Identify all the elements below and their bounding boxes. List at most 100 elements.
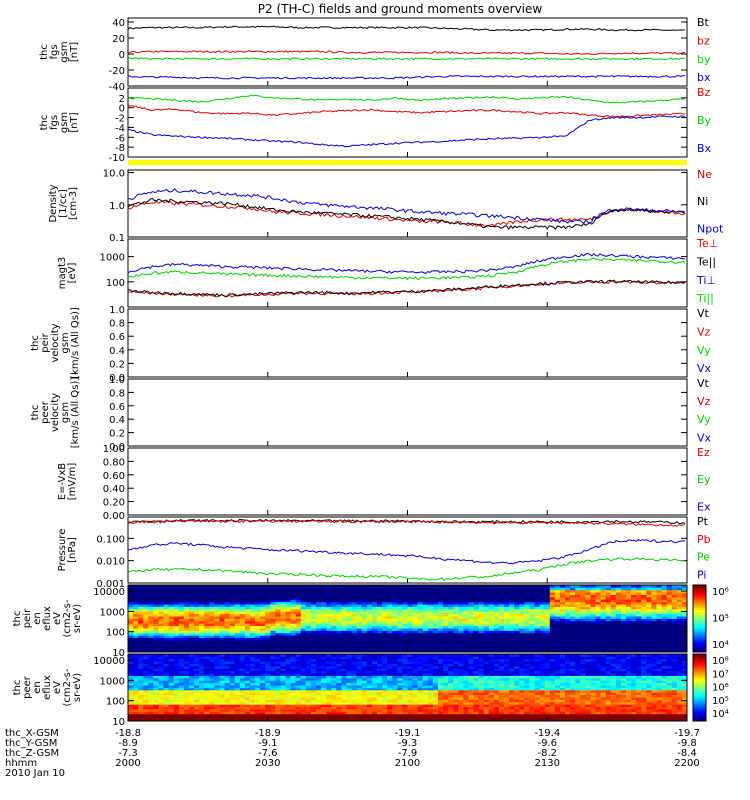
spectrogram-cell xyxy=(310,611,317,615)
spectrogram-cell xyxy=(153,613,159,617)
spectrogram-cell xyxy=(229,709,236,712)
spectrogram-cell xyxy=(260,642,266,646)
spectrogram-cell xyxy=(270,680,276,684)
spectrogram-cell xyxy=(138,692,144,696)
spectrogram-cell xyxy=(163,620,170,624)
y-axis-label: thcpeirenefluxeV(cm2-s-sr-eV) xyxy=(12,599,83,637)
spectrogram-cell xyxy=(305,635,312,639)
spectrogram-cell xyxy=(361,649,368,653)
spectrogram-cell xyxy=(255,661,261,664)
spectrogram-cell xyxy=(544,592,551,595)
spectrogram-cell xyxy=(316,654,322,657)
spectrogram-cell xyxy=(392,635,398,639)
spectrogram-cell xyxy=(305,685,312,688)
spectrogram-cell xyxy=(204,613,210,617)
spectrogram-cell xyxy=(341,699,347,703)
spectrogram-cell xyxy=(519,649,525,653)
spectrogram-cell xyxy=(321,658,327,662)
spectrogram-cell xyxy=(615,620,622,624)
spectrogram-cell xyxy=(356,616,363,619)
spectrogram-cell xyxy=(194,704,200,708)
spectrogram-cell xyxy=(387,608,393,612)
spectrogram-cell xyxy=(554,616,561,619)
spectrogram-cell xyxy=(539,608,546,612)
spectrogram-cell xyxy=(392,620,398,624)
spectrogram-cell xyxy=(143,632,149,636)
y-tick-label: 0.8 xyxy=(109,388,125,399)
spectrogram-cell xyxy=(290,709,297,712)
spectrogram-cell xyxy=(641,618,647,622)
spectrogram-cell xyxy=(554,613,561,617)
spectrogram-cell xyxy=(341,625,347,629)
y-axis-label-line: magt3 xyxy=(57,257,68,290)
spectrogram-cell xyxy=(397,594,403,598)
spectrogram-cell xyxy=(265,682,271,686)
spectrogram-cell xyxy=(249,687,256,691)
spectrogram-cell xyxy=(488,585,495,588)
spectrogram-cell xyxy=(366,661,373,664)
spectrogram-cell xyxy=(600,649,607,653)
spectrogram-cell xyxy=(371,642,378,646)
spectrogram-cell xyxy=(326,711,332,715)
spectrogram-cell xyxy=(351,694,358,698)
spectrogram-cell xyxy=(305,709,312,712)
spectrogram-cell xyxy=(488,637,495,641)
spectrogram-cell xyxy=(468,616,474,619)
spectrogram-cell xyxy=(539,618,546,622)
spectrogram-cell xyxy=(158,668,164,672)
spectrogram-cell xyxy=(229,599,236,603)
spectrogram-cell xyxy=(239,647,246,650)
spectrogram-cell xyxy=(554,592,561,595)
spectrogram-cell xyxy=(300,596,307,600)
spectrogram-cell xyxy=(671,599,678,603)
spectrogram-cell xyxy=(224,604,231,607)
spectrogram-cell xyxy=(351,670,358,674)
colorbar-cell xyxy=(693,643,706,646)
spectrogram-cell xyxy=(407,697,413,700)
spectrogram-cell xyxy=(382,644,388,648)
spectrogram-cell xyxy=(575,649,581,653)
y-tick-label: 0.20 xyxy=(103,498,125,509)
spectrogram-cell xyxy=(605,585,612,588)
spectrogram-cell xyxy=(498,620,505,624)
spectrogram-cell xyxy=(331,706,337,710)
spectrogram-cell xyxy=(188,682,195,686)
legend-label-Pi: Pi xyxy=(697,568,706,581)
spectrogram-cell xyxy=(188,709,195,712)
spectrogram-cell xyxy=(681,592,688,595)
spectrogram-cell xyxy=(448,637,454,641)
spectrogram-cell xyxy=(265,613,271,617)
spectrogram-cell xyxy=(366,589,373,593)
spectrogram-cell xyxy=(168,596,175,600)
spectrogram-cell xyxy=(387,649,393,653)
spectrogram-cell xyxy=(549,637,556,641)
spectrogram-cell xyxy=(168,623,175,627)
spectrogram-cell xyxy=(168,709,175,712)
spectrogram-cell xyxy=(209,689,215,693)
y-axis-label-line: gsm xyxy=(59,41,70,62)
spectrogram-cell xyxy=(371,663,378,667)
spectrogram-cell xyxy=(473,594,480,598)
spectrogram-cell xyxy=(544,637,551,641)
spectrogram-cell xyxy=(310,604,317,607)
spectrogram-cell xyxy=(305,682,312,686)
spectrogram-cell xyxy=(605,628,612,631)
spectrogram-cell xyxy=(229,680,236,684)
spectrogram-cell xyxy=(158,616,164,619)
spectrogram-cell xyxy=(377,587,383,591)
spectrogram-cell xyxy=(163,589,170,593)
spectrogram-cell xyxy=(163,685,170,688)
spectrogram-cell xyxy=(463,635,469,639)
spectrogram-cell xyxy=(402,616,408,619)
spectrogram-cell xyxy=(417,630,424,634)
spectrogram-cell xyxy=(204,649,210,653)
spectrogram-cell xyxy=(224,716,231,719)
spectrogram-cell xyxy=(234,680,241,684)
spectrogram-cell xyxy=(565,632,571,636)
spectrogram-cell xyxy=(559,589,566,593)
spectrogram-cell xyxy=(590,594,596,598)
spectrogram-cell xyxy=(600,630,607,634)
spectrogram-cell xyxy=(590,608,596,612)
spectrogram-cell xyxy=(392,685,398,688)
spectrogram-cell xyxy=(392,680,398,684)
